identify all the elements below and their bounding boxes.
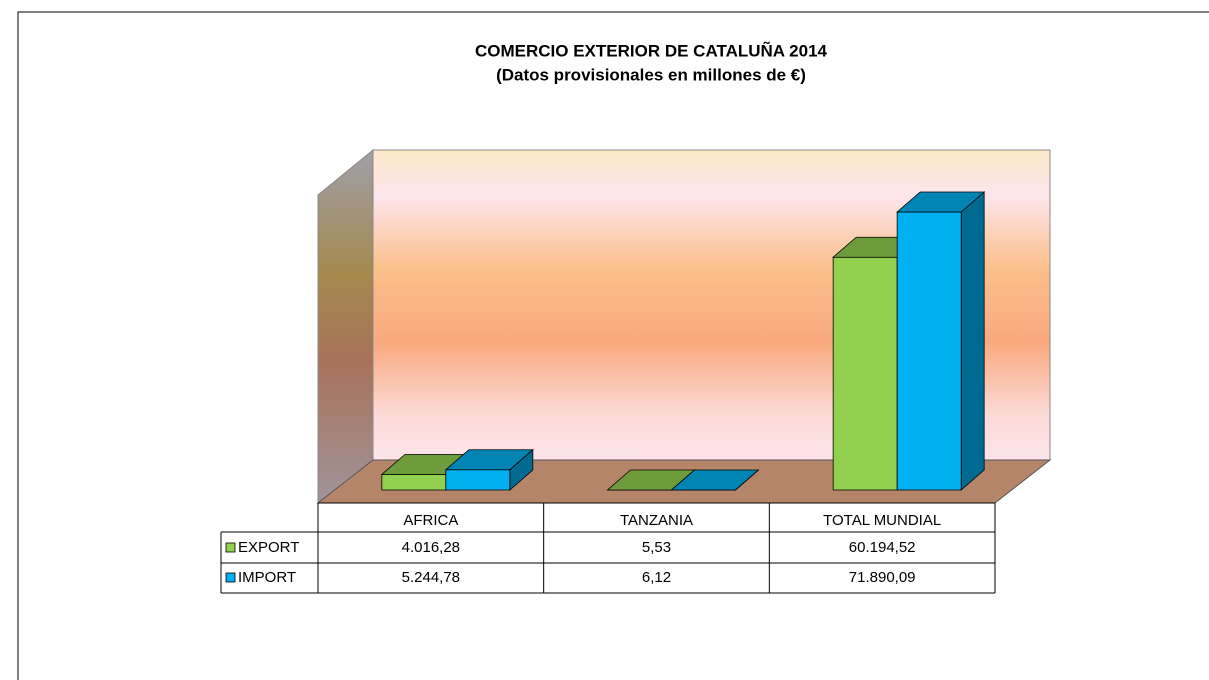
category-label: TANZANIA: [620, 512, 693, 529]
chart-title: COMERCIO EXTERIOR DE CATALUÑA 2014: [475, 40, 828, 60]
bars: [380, 191, 986, 491]
category-label: TOTAL MUNDIAL: [823, 512, 941, 529]
bar-front: [445, 469, 511, 491]
bar: [670, 469, 760, 491]
value-label: 5.244,78: [402, 569, 460, 586]
legend-label: IMPORT: [238, 569, 296, 586]
chart-subtitle: (Datos provisionales en millones de €): [496, 65, 806, 84]
value-label: 5,53: [642, 539, 671, 556]
value-label: 4.016,28: [402, 539, 460, 556]
category-label: AFRICA: [403, 512, 458, 529]
bar-top: [444, 449, 534, 471]
bar-front: [832, 256, 898, 491]
bar-top: [896, 191, 986, 213]
side-wall: [317, 148, 374, 505]
chart-border: [17, 11, 1209, 680]
bar: [896, 191, 986, 491]
bar-top: [670, 469, 760, 491]
legend-key: [225, 572, 236, 583]
bar: [444, 448, 534, 491]
value-label: 6,12: [642, 569, 671, 586]
legend-label: EXPORT: [238, 539, 299, 556]
bar-side: [960, 191, 985, 491]
bar-front: [896, 211, 962, 491]
legend-key: [225, 542, 236, 553]
value-label: 71.890,09: [849, 569, 916, 586]
value-label: 60.194,52: [849, 539, 916, 556]
bar-front: [381, 474, 447, 491]
data-table: AFRICA TANZANIA TOTAL MUNDIAL EXPORT 4.016,2…: [220, 502, 996, 594]
